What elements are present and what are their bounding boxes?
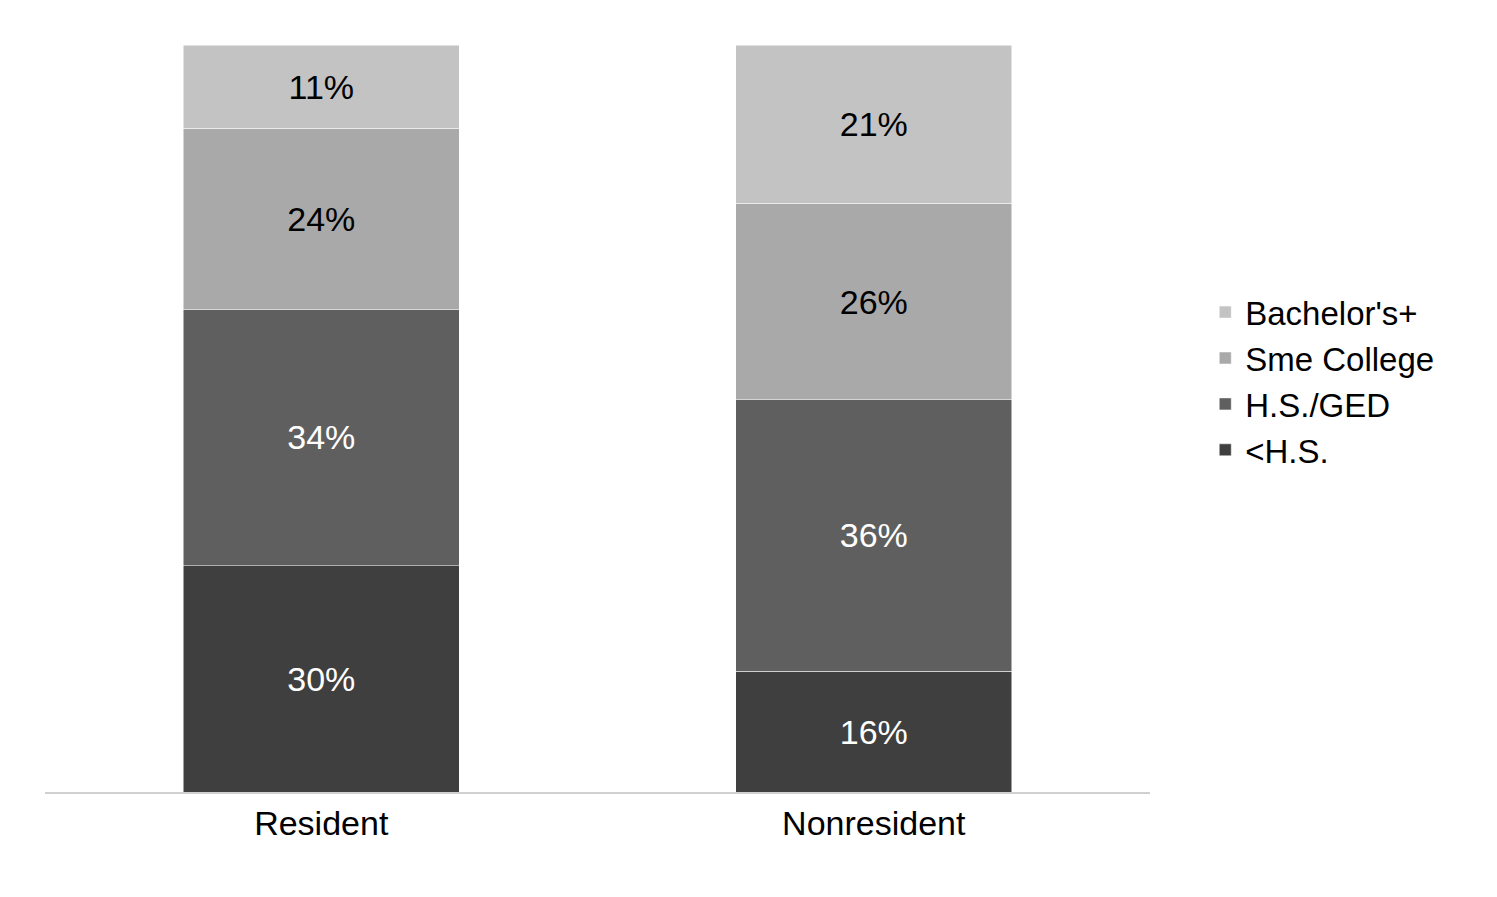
svg-text:11%: 11% bbox=[288, 68, 354, 106]
svg-text:30%: 30% bbox=[287, 660, 355, 698]
svg-text:16%: 16% bbox=[840, 713, 908, 751]
svg-text:36%: 36% bbox=[840, 516, 908, 554]
svg-text:34%: 34% bbox=[287, 418, 355, 456]
svg-text:H.S./GED: H.S./GED bbox=[1245, 387, 1390, 424]
svg-text:Sme College: Sme College bbox=[1245, 341, 1434, 378]
svg-text:24%: 24% bbox=[287, 200, 355, 238]
svg-text:21%: 21% bbox=[840, 105, 908, 143]
svg-text:<H.S.: <H.S. bbox=[1245, 433, 1328, 470]
svg-text:Resident: Resident bbox=[254, 804, 389, 842]
svg-text:Bachelor's+: Bachelor's+ bbox=[1245, 295, 1417, 332]
svg-text:26%: 26% bbox=[840, 283, 908, 321]
svg-text:Nonresident: Nonresident bbox=[782, 804, 966, 842]
